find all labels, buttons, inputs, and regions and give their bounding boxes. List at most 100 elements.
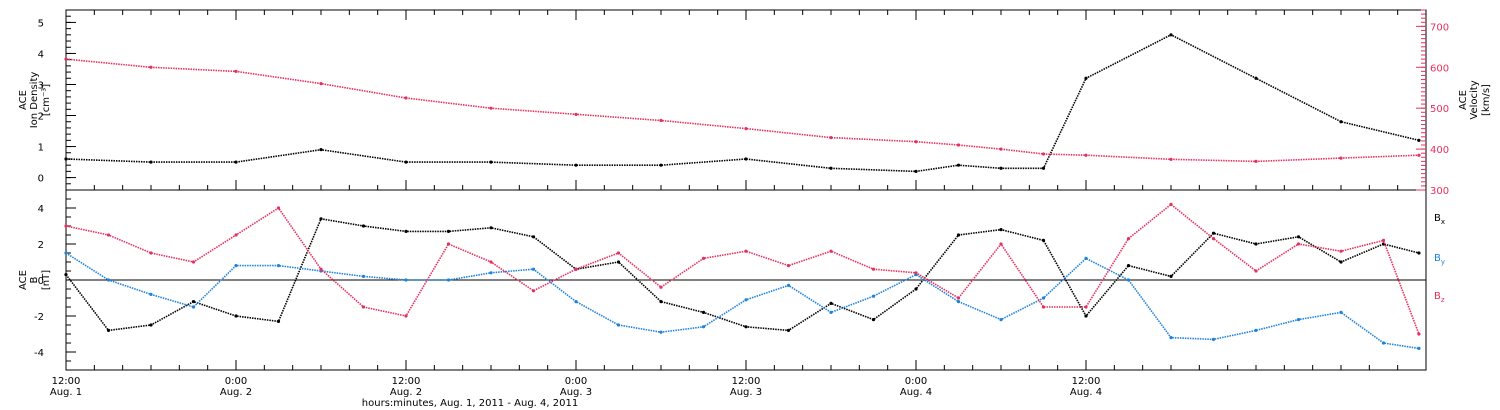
top-left-tick-label: 0	[38, 174, 44, 185]
density-series-point	[1041, 166, 1046, 170]
top-right-tick-label: 500	[1430, 104, 1449, 115]
bx-series-point	[106, 328, 111, 332]
velocity-series-point	[1169, 157, 1173, 161]
bx-series-point	[914, 287, 918, 291]
top-right-axis-title: ACE Velocity [km/s]	[1458, 80, 1492, 119]
bz-series-point	[701, 256, 706, 260]
bx-series-point	[446, 229, 451, 233]
x-tick-label-time: 0:00	[225, 376, 247, 387]
by-series-point	[1084, 256, 1088, 260]
by-series-point	[1381, 341, 1386, 345]
x-tick-label-time: 12:00	[1072, 376, 1101, 387]
density-series-point	[659, 163, 663, 167]
by-series-point	[1339, 310, 1343, 314]
bx-series-point	[829, 301, 833, 305]
bz-series-point	[786, 264, 791, 268]
by-series-point	[234, 264, 238, 268]
bottom-left-axis-title: ACE B [nT]	[18, 270, 52, 290]
bz-series-point	[829, 249, 833, 253]
bz-series-point	[744, 249, 748, 253]
density-series-point	[1084, 76, 1088, 80]
x-tick-label-date: Aug. 2	[220, 387, 252, 398]
top-left-tick-label: 5	[38, 18, 44, 29]
by-series-point	[191, 305, 196, 309]
by-series-point	[999, 318, 1003, 322]
bx-series-point	[999, 228, 1003, 232]
velocity-series-point	[829, 136, 833, 140]
top-left-axis-title-line1: ACE	[18, 90, 29, 110]
bottom-left-tick-label: 2	[38, 240, 44, 251]
velocity-series-point	[149, 65, 153, 69]
velocity-series-point	[956, 143, 961, 147]
bx-series-point	[616, 260, 621, 264]
velocity-series-point	[574, 112, 578, 116]
legend-bx-main: B	[1434, 213, 1441, 224]
legend-bx: Bx	[1434, 213, 1445, 226]
x-tick-label-date: Aug. 3	[730, 387, 762, 398]
bx-series-point	[1126, 264, 1131, 268]
bx-series-point	[276, 319, 281, 323]
bz-series-point	[1041, 305, 1046, 309]
by-series-point	[659, 330, 663, 334]
bx-series-point	[701, 310, 706, 314]
bx-series-point	[361, 224, 366, 228]
bz-series-point	[1417, 332, 1421, 336]
bz-series-point	[1169, 202, 1173, 206]
x-tick-label-time: 0:00	[565, 376, 587, 387]
bx-series-point	[871, 318, 876, 322]
density-series-point	[64, 157, 68, 161]
density-series-point	[319, 148, 323, 152]
density-series-point	[744, 157, 748, 161]
top-right-axis-title-line2: Velocity	[1469, 80, 1480, 119]
x-tick-label-date: Aug. 2	[390, 387, 422, 398]
bx-series-point	[531, 235, 536, 239]
bz-series-point	[574, 267, 578, 271]
bz-series-point	[616, 251, 621, 255]
legend-bz-main: B	[1434, 291, 1441, 302]
legend-bz: Bz	[1434, 291, 1445, 304]
bz-series-point	[1381, 238, 1386, 242]
x-axis-title: hours:minutes, Aug. 1, 2011 - Aug. 4, 20…	[362, 398, 578, 409]
top-left-tick-label: 2	[38, 112, 44, 123]
bz-series-point	[1126, 237, 1131, 241]
bz-series-point	[531, 289, 536, 293]
bz-series-point	[1254, 269, 1258, 273]
by-series-point	[1296, 318, 1301, 322]
by-series-point	[616, 323, 621, 327]
x-tick-label-date: Aug. 1	[50, 387, 82, 398]
velocity-series-point	[64, 57, 68, 61]
density-series-point	[956, 163, 961, 167]
bz-series-point	[1296, 242, 1301, 246]
top-left-tick-label: 3	[38, 80, 44, 91]
bx-series-point	[1254, 242, 1258, 246]
bz-series-point	[319, 267, 323, 271]
by-series-point	[574, 300, 578, 304]
by-series-point	[276, 264, 281, 268]
bz-series-point	[1084, 305, 1088, 309]
velocity-series-point	[489, 106, 493, 110]
bx-series-point	[191, 300, 196, 304]
bottom-left-axis-title-line3: [nT]	[41, 270, 52, 290]
top-left-axis-title-line3: [cm⁻³]	[41, 84, 52, 116]
bz-series-point	[956, 296, 961, 300]
density-series-point	[1254, 76, 1258, 80]
velocity-series-point	[914, 140, 918, 144]
by-series-point	[956, 300, 961, 304]
bx-series-point	[786, 328, 791, 332]
top-left-tick-label: 4	[38, 49, 44, 60]
bx-series	[65, 218, 1420, 332]
bz-series-point	[999, 242, 1003, 246]
bz-series-point	[191, 260, 196, 264]
by-series	[65, 252, 1420, 350]
density-series-point	[1169, 33, 1173, 37]
top-left-axis-title: ACE Ion Density [cm⁻³]	[18, 72, 52, 129]
bx-series-point	[1169, 274, 1173, 278]
by-series-point	[829, 310, 833, 314]
by-series-point	[489, 271, 493, 275]
by-series-point	[786, 283, 791, 287]
top-right-tick-label: 300	[1430, 186, 1449, 197]
velocity-series-point	[1339, 156, 1343, 160]
bz-series-point	[276, 206, 281, 210]
top-right-axis-title-line3: [km/s]	[1481, 84, 1492, 116]
legend-bx-sub: x	[1441, 218, 1445, 226]
